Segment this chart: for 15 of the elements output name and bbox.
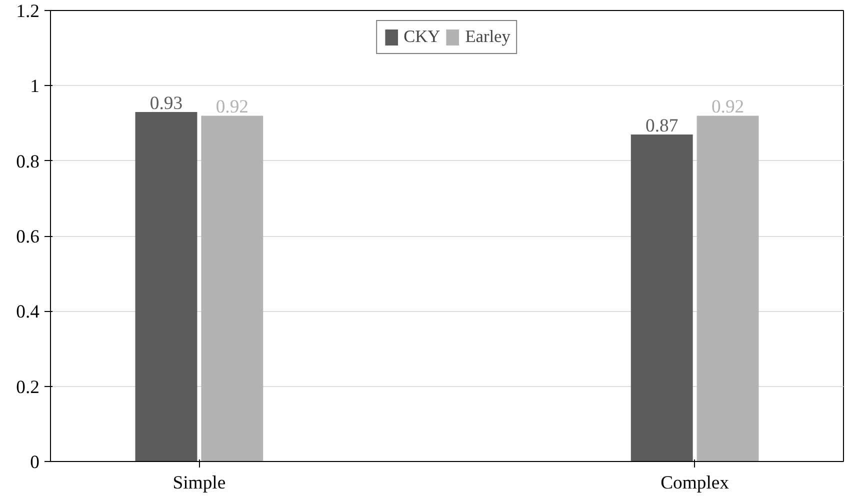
y-tick-label: 0.8: [16, 151, 40, 172]
x-tick-label: Complex: [660, 472, 730, 494]
x-tick-label: Simple: [172, 472, 226, 494]
y-tick-label: 0.2: [16, 376, 40, 398]
y-tick-label: 1.2: [16, 1, 40, 22]
data-label: 0.87: [646, 116, 678, 137]
data-label: 0.93: [150, 92, 183, 114]
y-tick-label: 0.4: [16, 302, 40, 323]
y-tick-label: 0: [30, 452, 40, 473]
data-label: 0.92: [216, 96, 248, 118]
y-tick-label: 0.6: [16, 226, 40, 248]
data-label: 0.92: [711, 96, 744, 118]
y-tick-label: 1: [30, 76, 40, 98]
legend-label: Earley: [465, 27, 510, 47]
legend-label: CKY: [404, 27, 440, 47]
